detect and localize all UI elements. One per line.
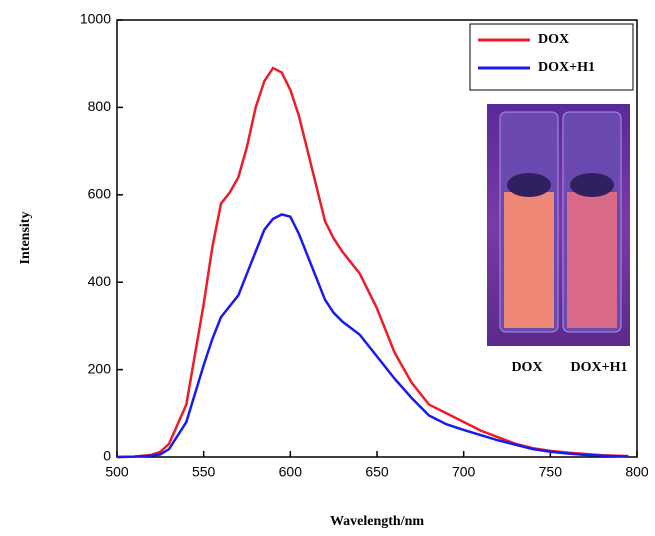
- line-series: [116, 66, 629, 459]
- legend-label: DOX: [538, 32, 569, 47]
- y-tick-label: 600: [88, 186, 112, 202]
- inset-label: DOX: [511, 360, 542, 375]
- y-tick-label: 400: [88, 273, 112, 289]
- x-tick-label: 500: [105, 464, 129, 480]
- legend: [469, 23, 634, 91]
- x-tick-label: 600: [279, 464, 303, 480]
- inset-photo: [487, 104, 630, 346]
- y-tick-label: 1000: [80, 11, 111, 27]
- y-tick-label: 200: [88, 360, 112, 376]
- x-tick-label: 750: [539, 464, 563, 480]
- x-tick-label: 550: [192, 464, 216, 480]
- y-axis-label: Intensity: [18, 212, 33, 265]
- x-tick-label: 700: [452, 464, 476, 480]
- inset-label: DOX+H1: [571, 360, 628, 375]
- legend-label: DOX+H1: [538, 60, 595, 75]
- x-tick-label: 650: [365, 464, 389, 480]
- y-tick-label: 0: [103, 448, 111, 464]
- x-axis-label: Wavelength/nm: [330, 514, 424, 529]
- y-tick-label: 800: [88, 98, 112, 114]
- x-tick-label: 800: [625, 464, 649, 480]
- line-series: [116, 213, 629, 459]
